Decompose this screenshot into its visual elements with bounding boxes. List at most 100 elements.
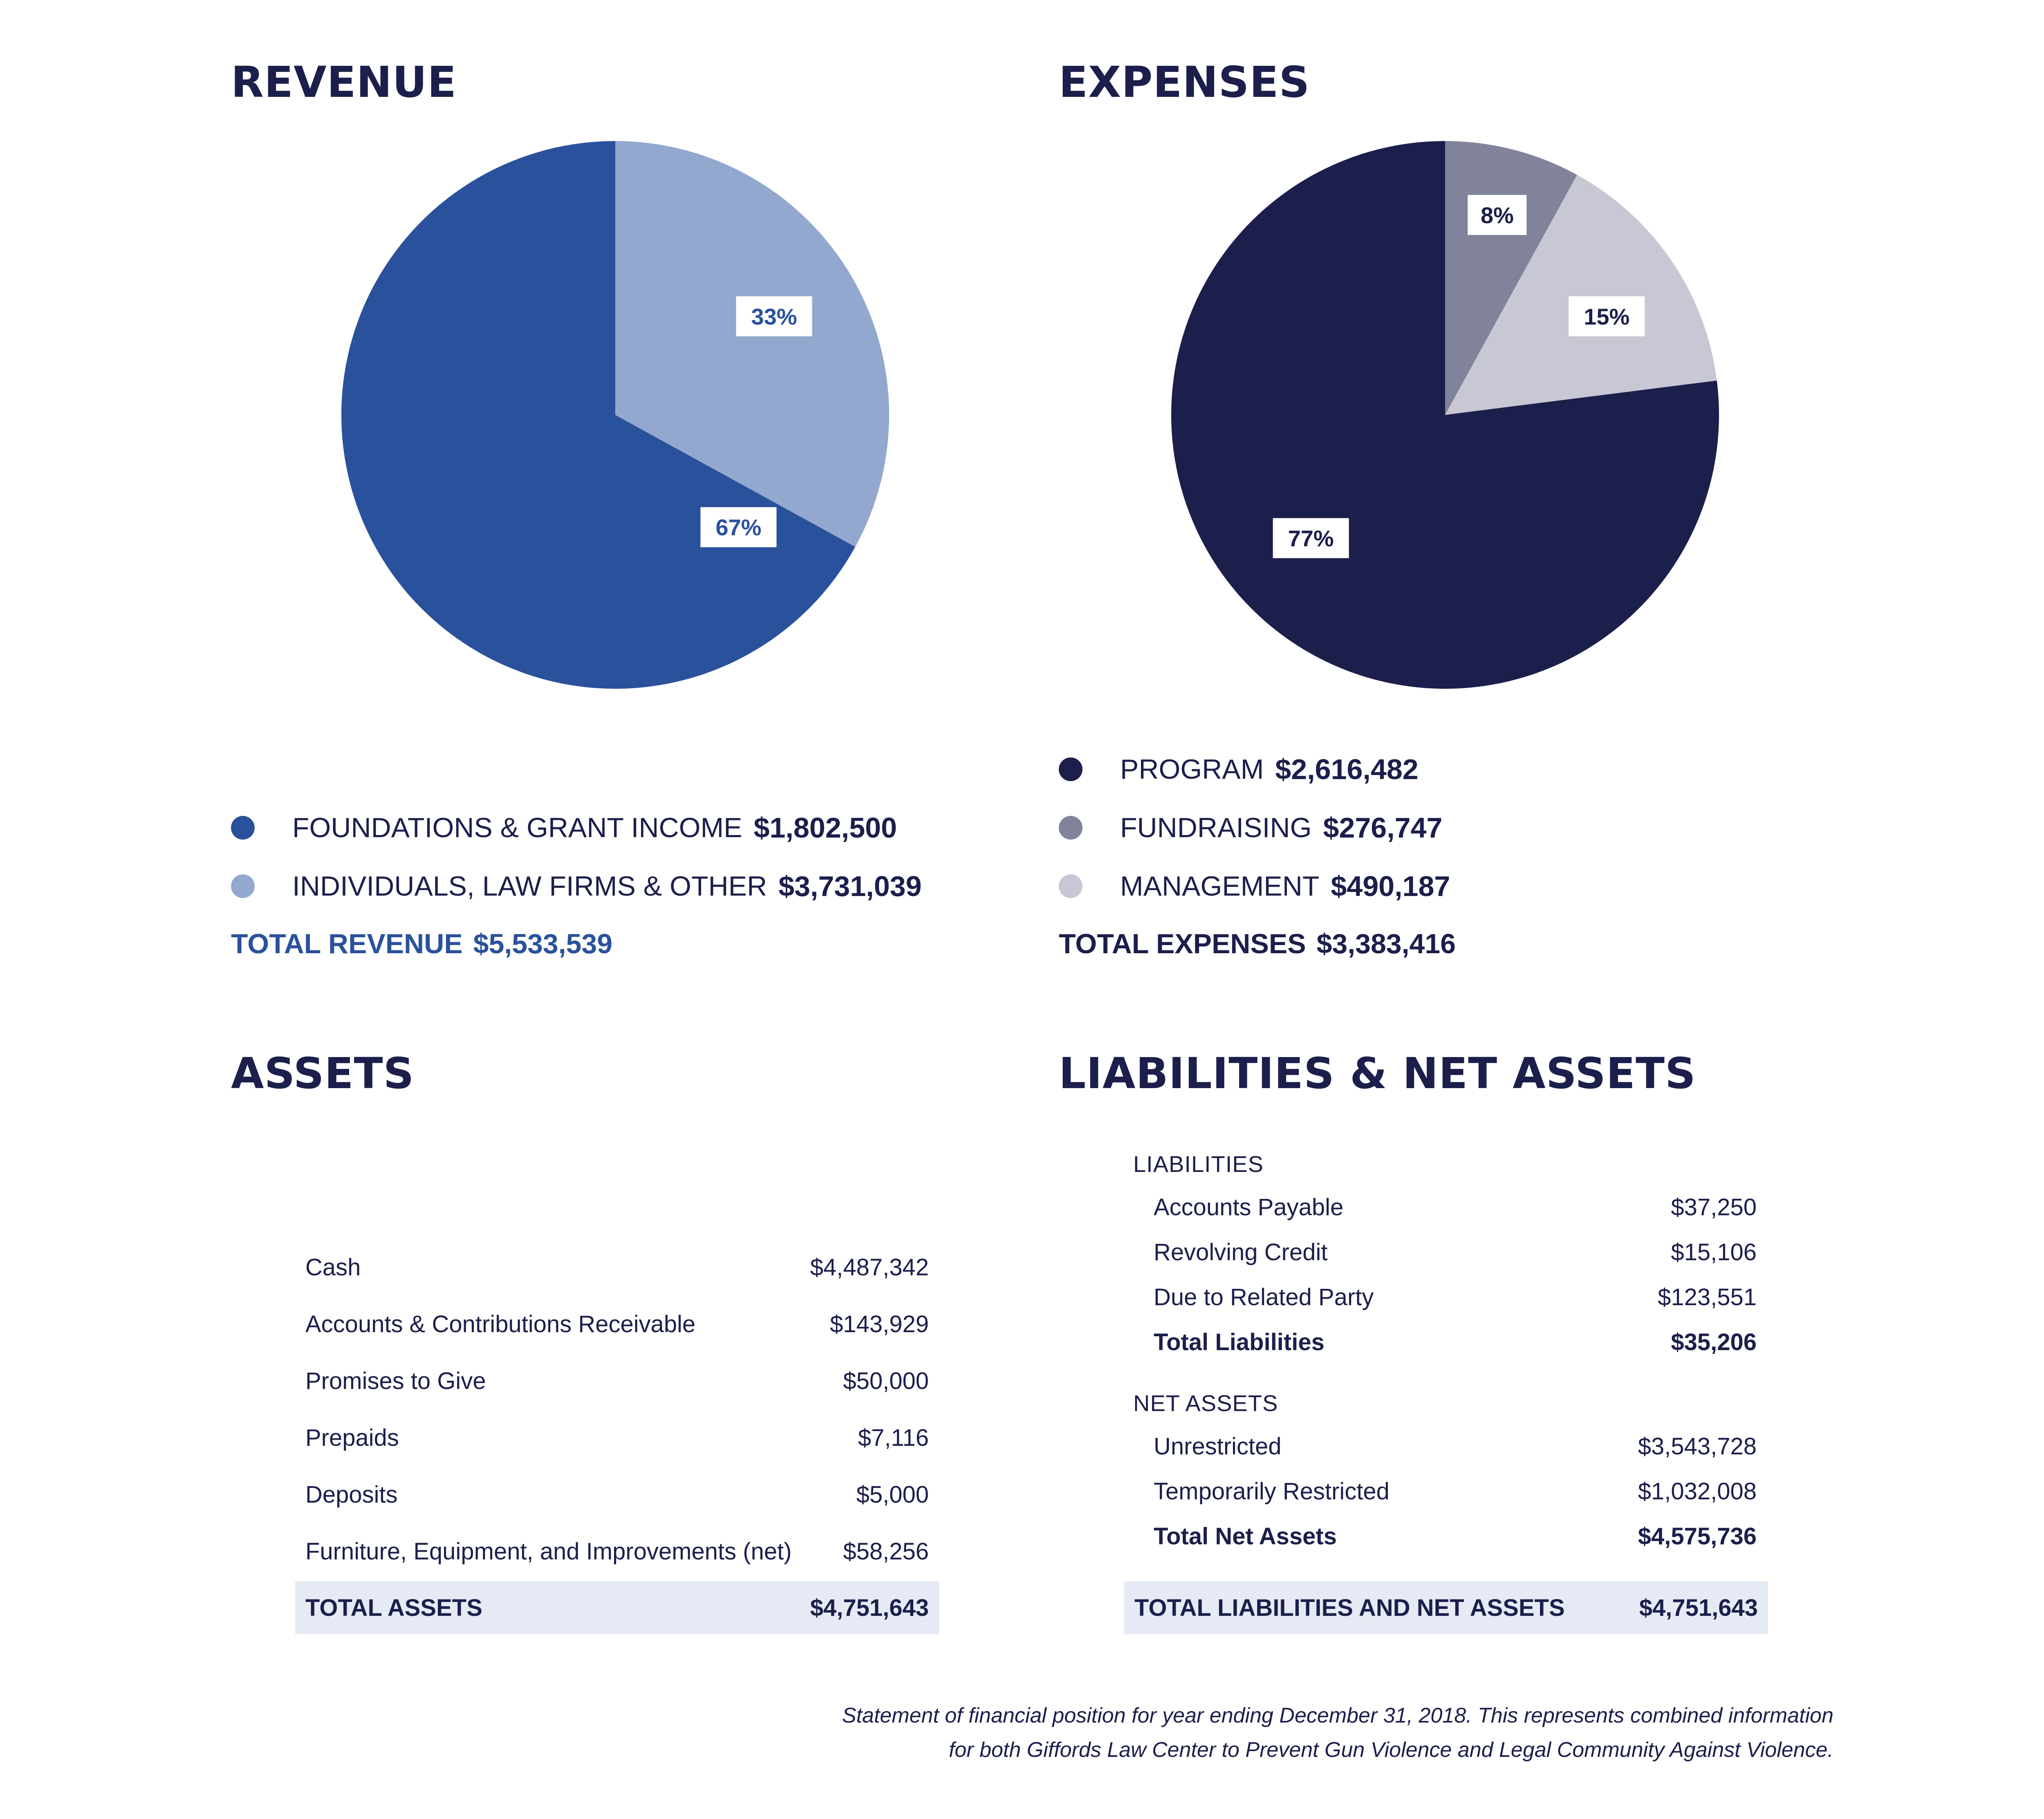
assets-total-value: $4,751,643 [810,1594,929,1621]
expenses-pct-label: 8% [1468,195,1527,235]
expenses-legend-amount: $2,616,482 [1275,753,1419,785]
assets-total-label: TOTAL ASSETS [305,1594,482,1621]
liabilities-row: Due to Related Party $123,551 [1154,1275,1757,1319]
expenses-legend-label: MANAGEMENT [1120,871,1320,902]
expenses-legend-item: PROGRAM $2,616,482 [1059,753,1419,786]
assets-row-value: $4,487,342 [810,1254,929,1281]
expenses-legend-amount: $276,747 [1323,812,1443,844]
liabilities-row: Accounts Payable $37,250 [1154,1185,1757,1230]
liabilities-row-value: $37,250 [1671,1194,1757,1221]
revenue-legend-label: INDIVIDUALS, LAW FIRMS & OTHER [292,871,767,902]
assets-row-label: Promises to Give [305,1367,486,1394]
footnote-line-1: Statement of financial position for year… [842,1704,1833,1727]
liabilities-row-label: Accounts Payable [1154,1194,1344,1221]
assets-row-value: $7,116 [858,1424,929,1451]
total-net-assets-value: $4,575,736 [1638,1523,1757,1550]
liabilities-heading: LIABILITIES [1133,1151,1264,1177]
expenses-legend-item: FUNDRAISING $276,747 [1059,811,1442,844]
liabilities-row-label: Due to Related Party [1154,1284,1374,1310]
liabilities-title: LIABILITIES & NET ASSETS [1059,1048,1696,1098]
assets-row-promises: Promises to Give $50,000 [295,1356,939,1405]
liabilities-row: Revolving Credit $15,106 [1154,1230,1757,1275]
expenses-legend-label: FUNDRAISING [1120,812,1312,843]
liabilities-grand-total-value: $4,751,643 [1639,1594,1758,1621]
assets-row-label: Deposits [305,1481,398,1508]
revenue-legend-label: FOUNDATIONS & GRANT INCOME [292,812,742,843]
expenses-slice [1445,175,1717,415]
assets-row-label: Furniture, Equipment, and Improvements (… [305,1538,792,1565]
expenses-pct-label-box [1569,296,1645,336]
total-expenses-value: $3,383,416 [1316,928,1456,959]
footnote-line-2: for both Giffords Law Center to Prevent … [948,1738,1833,1762]
assets-row-furniture: Furniture, Equipment, and Improvements (… [295,1527,939,1576]
revenue-legend-dot [231,816,255,840]
net-assets-row-label: Unrestricted [1154,1433,1282,1460]
assets-row-prepaids: Prepaids $7,116 [295,1413,939,1462]
expenses-pct-label: 15% [1569,296,1645,336]
liabilities-grand-total-row: TOTAL LIABILITIES AND NET ASSETS $4,751,… [1124,1581,1768,1634]
expenses-legend-dot [1059,757,1083,781]
revenue-pie-chart: 67% 33% [341,141,889,689]
expenses-pct-label-box [1273,518,1349,558]
assets-row-value: $58,256 [843,1538,929,1565]
revenue-pct-label: 33% [736,296,812,336]
assets-total-row: TOTAL ASSETS $4,751,643 [295,1581,939,1634]
total-expenses-label: TOTAL EXPENSES [1059,928,1306,959]
assets-row-receivable: Accounts & Contributions Receivable $143… [295,1299,939,1349]
assets-row-label: Cash [305,1254,361,1281]
expenses-pct-label-text: 77% [1288,526,1334,551]
expenses-pct-label: 77% [1273,518,1349,558]
assets-row-value: $5,000 [856,1481,929,1508]
revenue-pct-label-box [700,507,777,547]
total-revenue-value: $5,533,539 [473,928,613,959]
revenue-legend-dot [231,874,255,898]
expenses-pie-chart: 77% 8% 15% [1171,141,1719,689]
assets-title: ASSETS [231,1048,415,1098]
expenses-legend-label: PROGRAM [1120,754,1264,785]
revenue-title: REVENUE [231,57,457,107]
assets-row-cash: Cash $4,487,342 [295,1243,939,1292]
total-expenses: TOTAL EXPENSES $3,383,416 [1059,928,1456,960]
revenue-legend-item: FOUNDATIONS & GRANT INCOME $1,802,500 [231,811,897,844]
expenses-title: EXPENSES [1059,57,1310,107]
revenue-legend-amount: $1,802,500 [753,812,897,844]
liabilities-row-value: $15,106 [1671,1239,1757,1266]
total-net-assets-label: Total Net Assets [1154,1523,1337,1550]
net-assets-row: Temporarily Restricted $1,032,008 [1154,1469,1757,1514]
expenses-pct-label-box [1468,195,1527,235]
revenue-legend-amount: $3,731,039 [778,870,922,902]
net-assets-heading: NET ASSETS [1133,1390,1278,1416]
assets-row-label: Prepaids [305,1424,399,1451]
footnote: Statement of financial position for year… [842,1698,1833,1767]
total-revenue-label: TOTAL REVENUE [231,928,463,959]
net-assets-row: Unrestricted $3,543,728 [1154,1424,1757,1469]
liabilities-row-value: $123,551 [1658,1284,1757,1310]
expenses-legend-dot [1059,816,1083,840]
assets-row-value: $143,929 [830,1310,929,1337]
expenses-pct-label-text: 8% [1481,202,1514,228]
total-liabilities-row: Total Liabilities $35,206 [1154,1319,1757,1364]
total-revenue: TOTAL REVENUE $5,533,539 [231,928,612,960]
expenses-legend-dot [1059,874,1083,898]
total-liabilities-value: $35,206 [1671,1328,1757,1355]
net-assets-row-label: Temporarily Restricted [1154,1478,1390,1505]
revenue-pct-label: 67% [700,507,777,547]
revenue-slice [341,141,856,689]
revenue-pct-label-text: 67% [715,515,761,540]
expenses-legend-amount: $490,187 [1331,870,1450,902]
assets-row-value: $50,000 [843,1367,929,1394]
net-assets-row-value: $1,032,008 [1638,1478,1757,1505]
expenses-legend-item: MANAGEMENT $490,187 [1059,870,1450,903]
liabilities-row-label: Revolving Credit [1154,1239,1328,1266]
revenue-pct-label-box [736,296,812,336]
revenue-pct-label-text: 33% [751,304,797,329]
expenses-pct-label-text: 15% [1584,304,1629,329]
net-assets-row-value: $3,543,728 [1638,1433,1757,1460]
revenue-legend-item: INDIVIDUALS, LAW FIRMS & OTHER $3,731,03… [231,870,922,903]
assets-row-label: Accounts & Contributions Receivable [305,1310,696,1337]
revenue-slice [615,141,889,547]
liabilities-grand-total-label: TOTAL LIABILITIES AND NET ASSETS [1134,1594,1565,1621]
total-liabilities-label: Total Liabilities [1154,1328,1325,1355]
assets-row-deposits: Deposits $5,000 [295,1470,939,1519]
